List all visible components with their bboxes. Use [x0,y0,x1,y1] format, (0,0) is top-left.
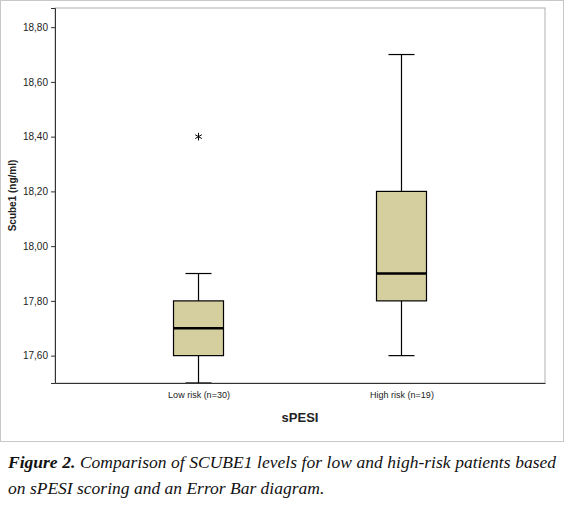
median [376,272,426,275]
boxes [174,55,427,383]
plot-frame [55,8,545,383]
x-tick: Low risk (n=30) [168,383,230,400]
y-tick-label: 18,40 [23,131,48,142]
whisker-cap-low [186,382,212,383]
whisker-cap-low [388,355,414,356]
whisker-high [198,274,199,301]
y-tick: 18,20 [23,186,55,197]
y-tick-mark [51,191,55,192]
median [174,327,224,330]
whisker-cap-high [388,54,414,55]
y-tick-mark [51,82,55,83]
x-axis: Low risk (n=30) High risk (n=19) [56,383,546,400]
caption: Figure 2. Comparison of SCUBE1 levels fo… [8,449,556,501]
chart: 17,60 17,80 18,00 18,20 18,40 18,60 18,80 Low r… [0,0,564,445]
y-axis-title: Scube1 (ng/ml) [7,160,18,232]
y-tick-label: 18,00 [23,241,48,252]
y-tick-label: 17,60 [23,350,48,361]
y-tick: 18,60 [23,77,55,88]
y-axis: 17,60 17,80 18,00 18,20 18,40 18,60 18,80 [23,9,56,384]
whisker-cap-high [186,273,212,274]
y-tick-label: 17,80 [23,296,48,307]
y-tick-mark [51,246,55,247]
y-tick: 17,80 [23,296,55,307]
y-tick: 17,60 [23,350,55,361]
x-tick-label: High risk (n=19) [370,390,434,400]
whisker-low [401,301,402,356]
y-axis-line [51,9,56,384]
y-tick: 18,80 [23,22,55,33]
y-tick-mark [51,301,55,302]
y-tick: 18,40 [23,131,55,142]
chart-frame [1,1,564,442]
x-axis-line [56,383,546,384]
y-tick-mark [51,27,55,28]
caption-label: Figure 2. [8,452,75,472]
y-tick: 18,00 [23,241,55,252]
box [376,191,426,300]
box-group [376,55,426,356]
whisker-low [198,356,199,383]
y-tick-label: 18,20 [23,186,48,197]
y-tick-label: 18,80 [23,22,48,33]
box-group [174,133,224,383]
box [174,301,224,356]
y-tick-mark [51,356,55,357]
x-axis-title: sPESI [282,410,319,425]
whisker-high [401,55,402,192]
outlier [195,133,202,141]
y-tick-mark [51,137,55,138]
x-tick: High risk (n=19) [370,383,434,400]
caption-text: Comparison of SCUBE1 levels for low and … [8,452,556,498]
y-tick-label: 18,60 [23,77,48,88]
x-tick-label: Low risk (n=30) [168,390,230,400]
